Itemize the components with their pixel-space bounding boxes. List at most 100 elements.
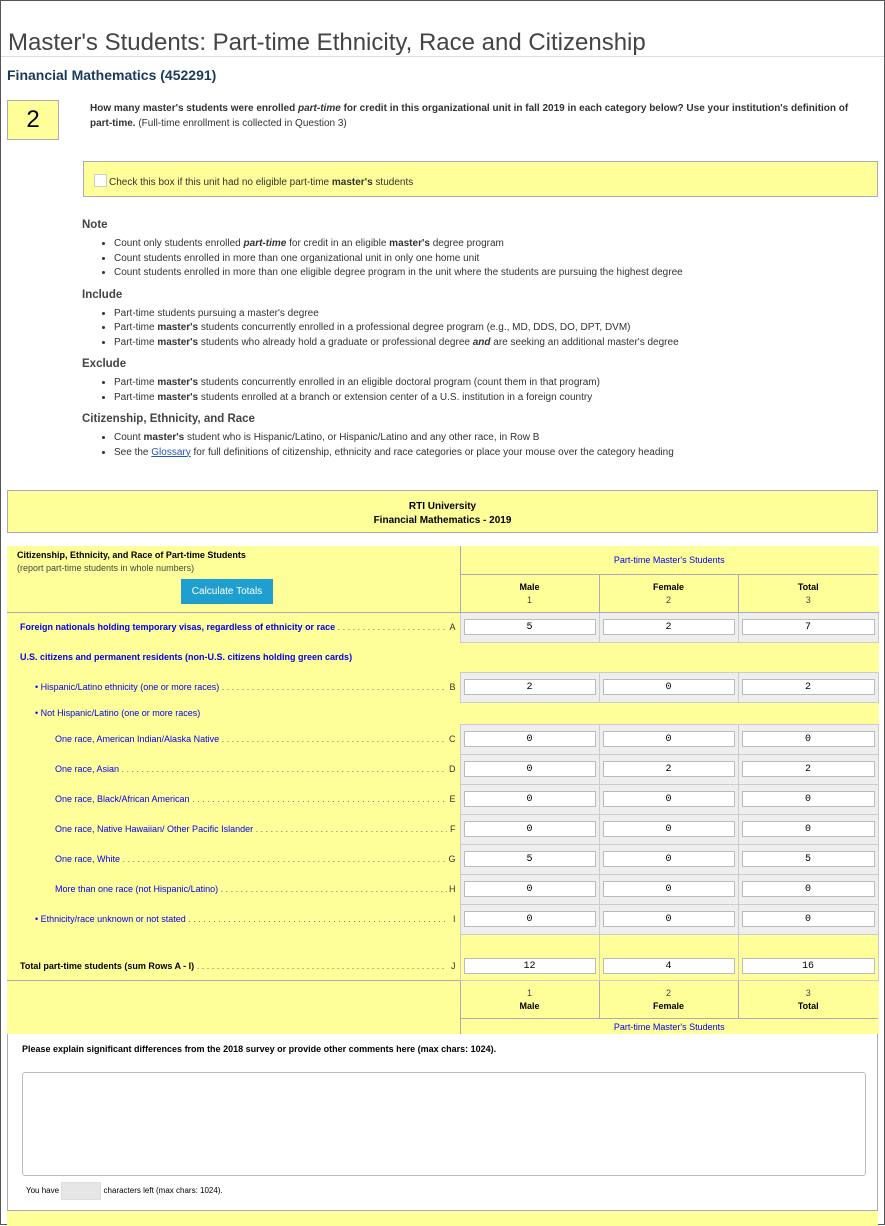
- institution-name: RTI University: [408, 501, 477, 512]
- value-input[interactable]: 0: [741, 731, 875, 747]
- no-eligible-checkbox[interactable]: [94, 174, 107, 187]
- column-header-total: Total 3: [737, 574, 879, 613]
- value-input[interactable]: 2: [602, 619, 735, 635]
- row-label[interactable]: One race, Native Hawaiian/ Other Pacific…: [55, 824, 447, 834]
- value-input[interactable]: 0: [463, 881, 596, 897]
- q-text-italic: part-time: [298, 103, 341, 114]
- row-label-text: One race, Asian: [55, 764, 120, 774]
- value-input[interactable]: 2: [741, 679, 875, 695]
- program-year: Financial Mathematics - 2019: [373, 515, 512, 526]
- notes-list: Count only students enrolled part-time f…: [82, 237, 872, 281]
- notes-text: Count students enrolled in more than one…: [114, 267, 683, 278]
- value-input[interactable]: 0: [602, 911, 735, 927]
- notes-item: Count students enrolled in more than one…: [114, 266, 872, 281]
- value-input[interactable]: 4: [602, 958, 735, 974]
- notes-text: students concurrently enrolled in an eli…: [198, 377, 600, 388]
- notes-text: master's: [157, 322, 199, 333]
- value-input[interactable]: 12: [463, 958, 596, 974]
- value-input[interactable]: 0: [463, 731, 596, 747]
- cell-female: 0: [598, 783, 739, 815]
- row-letter: G: [448, 854, 456, 864]
- column-number: 1: [526, 987, 532, 998]
- row-letter: B: [449, 682, 456, 692]
- unit-name: Financial Mathematics (452291): [7, 67, 217, 83]
- value-input[interactable]: 2: [602, 761, 735, 777]
- notes-list: Count master's student who is Hispanic/L…: [82, 431, 872, 460]
- notes-item: Part-time students pursuing a master's d…: [114, 307, 872, 322]
- row-label[interactable]: U.S. citizens and permanent residents (n…: [7, 642, 447, 672]
- cell-total: 0: [737, 723, 879, 755]
- comments-prompt: Please explain significant differences f…: [22, 1044, 497, 1054]
- value-input[interactable]: 2: [741, 761, 875, 777]
- notes-text: Count only students enrolled: [114, 238, 244, 249]
- notes-text: Part-time: [114, 322, 158, 333]
- column-label: Male: [519, 1000, 540, 1011]
- value-input[interactable]: 16: [741, 958, 875, 974]
- row-letter: D: [449, 764, 456, 774]
- cell-male: 0: [459, 813, 600, 845]
- notes-item: Part-time master's students enrolled at …: [114, 391, 872, 406]
- divider: [1, 56, 884, 57]
- notes-item: Part-time master's students concurrently…: [114, 376, 872, 391]
- cell-total: 16: [737, 933, 879, 981]
- value-input[interactable]: 0: [463, 761, 596, 777]
- value-input[interactable]: 0: [741, 911, 875, 927]
- row-label[interactable]: • Ethnicity/race unknown or not stated .…: [35, 914, 447, 924]
- cell-total: 5: [737, 843, 879, 875]
- notes-text: master's: [389, 238, 430, 249]
- value-input[interactable]: 0: [463, 821, 596, 837]
- row-label-text: One race, Black/African American: [55, 794, 190, 804]
- checkbox-label: Check this box if this unit had no eligi…: [109, 177, 332, 188]
- row-label[interactable]: • Not Hispanic/Latino (one or more races…: [35, 708, 201, 718]
- value-input[interactable]: 5: [463, 851, 596, 867]
- column-number: 2: [665, 594, 671, 605]
- value-input[interactable]: 0: [602, 731, 735, 747]
- value-input[interactable]: 2: [463, 679, 596, 695]
- glossary-link[interactable]: Glossary: [151, 446, 191, 458]
- row-label-text: One race, White: [55, 854, 121, 864]
- notes-item: Count students enrolled in more than one…: [114, 252, 872, 267]
- cell-male: 0: [459, 873, 600, 905]
- row-header-title: Citizenship, Ethnicity, and Race of Part…: [17, 550, 246, 560]
- cell-total: 0: [737, 903, 879, 935]
- column-number: 2: [665, 987, 671, 998]
- value-input[interactable]: 5: [463, 619, 596, 635]
- row-label[interactable]: One race, American Indian/Alaska Native …: [55, 734, 447, 744]
- notes-item: Part-time master's students who already …: [114, 336, 872, 351]
- notes-text: master's: [157, 377, 199, 388]
- value-input[interactable]: 0: [741, 791, 875, 807]
- notes-text: See the: [114, 446, 152, 458]
- value-input[interactable]: 0: [741, 821, 875, 837]
- notes-item: Part-time master's students concurrently…: [114, 321, 872, 336]
- value-input[interactable]: 5: [741, 851, 875, 867]
- row-label-text: Not Hispanic/Latino (one or more races): [40, 708, 201, 718]
- value-input[interactable]: 0: [602, 881, 735, 897]
- value-input[interactable]: 0: [463, 791, 596, 807]
- row-label[interactable]: • Hispanic/Latino ethnicity (one or more…: [35, 682, 447, 692]
- value-input[interactable]: 0: [463, 911, 596, 927]
- value-input[interactable]: 0: [602, 851, 735, 867]
- row-label[interactable]: One race, Asian . . . . . . . . . . . . …: [55, 764, 447, 774]
- cell-male: 0: [459, 723, 600, 755]
- row-label-text: U.S. citizens and permanent residents (n…: [20, 652, 353, 662]
- value-input[interactable]: 0: [602, 679, 735, 695]
- row-letter: [447, 702, 460, 724]
- cell-male: 0: [459, 783, 600, 815]
- chars-suffix: characters left (max chars: 1024).: [103, 1186, 223, 1196]
- row-label[interactable]: Foreign nationals holding temporary visa…: [20, 622, 447, 633]
- value-input[interactable]: 0: [602, 791, 735, 807]
- row-label-text: Hispanic/Latino ethnicity (one or more r…: [40, 682, 220, 692]
- row-label[interactable]: One race, White . . . . . . . . . . . . …: [55, 854, 447, 864]
- value-input[interactable]: 0: [602, 821, 735, 837]
- column-label: Female: [652, 1000, 685, 1011]
- column-label: Female: [652, 581, 685, 592]
- value-input[interactable]: 7: [741, 619, 875, 635]
- notes-text: students concurrently enrolled in a prof…: [198, 322, 631, 333]
- cell-female: 0: [598, 873, 739, 905]
- row-label[interactable]: More than one race (not Hispanic/Latino)…: [55, 884, 447, 894]
- comments-textarea[interactable]: [22, 1072, 866, 1176]
- calculate-totals-button[interactable]: Calculate Totals: [180, 579, 274, 604]
- row-label[interactable]: One race, Black/African American . . . .…: [55, 794, 447, 804]
- no-eligible-students-checkbox-row[interactable]: Check this box if this unit had no eligi…: [83, 161, 878, 197]
- value-input[interactable]: 0: [741, 881, 875, 897]
